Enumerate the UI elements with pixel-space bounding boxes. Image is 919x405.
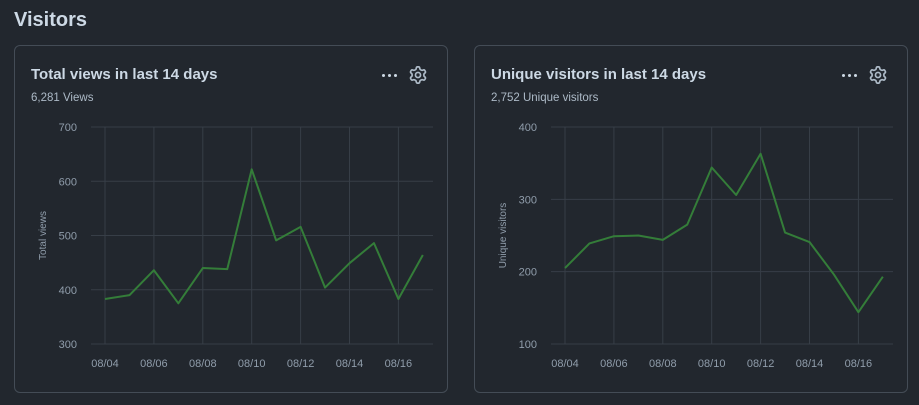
- y-tick-label: 200: [519, 267, 537, 279]
- y-tick-label: 300: [59, 339, 77, 351]
- x-tick-label: 08/12: [747, 358, 775, 370]
- more-horizontal-icon: [841, 73, 845, 77]
- y-axis-label: Unique visitors: [498, 203, 509, 269]
- y-tick-label: 300: [519, 194, 537, 206]
- x-tick-label: 08/04: [91, 358, 119, 370]
- gear-icon: [869, 66, 887, 84]
- y-tick-label: 100: [519, 339, 537, 351]
- x-tick-label: 08/10: [698, 358, 726, 370]
- more-horizontal-icon: [381, 73, 385, 77]
- unique-visitors-card: Unique visitors in last 14 days 2,752 Un…: [474, 45, 908, 393]
- more-options-button[interactable]: [378, 66, 400, 84]
- section-title: Visitors: [14, 9, 87, 31]
- settings-button[interactable]: [409, 66, 427, 84]
- series-line: [564, 152, 884, 314]
- x-tick-label: 08/14: [336, 358, 364, 370]
- x-tick-label: 08/08: [649, 358, 677, 370]
- x-tick-label: 08/12: [287, 358, 315, 370]
- x-tick-label: 08/04: [551, 358, 579, 370]
- x-tick-label: 08/06: [140, 358, 168, 370]
- y-tick-label: 700: [59, 122, 77, 134]
- x-tick-label: 08/06: [600, 358, 628, 370]
- y-tick-label: 400: [519, 122, 537, 134]
- card-subtitle: 2,752 Unique visitors: [491, 92, 599, 104]
- y-tick-label: 500: [59, 231, 77, 243]
- x-tick-label: 08/16: [385, 358, 413, 370]
- card-title: Unique visitors in last 14 days: [491, 66, 707, 83]
- y-axis-label: Total views: [38, 211, 49, 260]
- x-tick-label: 08/10: [238, 358, 266, 370]
- card-title: Total views in last 14 days: [31, 66, 218, 83]
- settings-button[interactable]: [869, 66, 887, 84]
- more-dot: [847, 73, 851, 77]
- x-tick-label: 08/14: [796, 358, 824, 370]
- more-dot: [853, 73, 857, 77]
- x-tick-label: 08/08: [189, 358, 217, 370]
- series-line: [104, 168, 424, 305]
- more-dot: [387, 73, 391, 77]
- card-subtitle: 6,281 Views: [31, 92, 94, 104]
- more-options-button[interactable]: [838, 66, 860, 84]
- total-views-card: Total views in last 14 days 6,281 Views …: [14, 45, 448, 393]
- y-tick-label: 400: [59, 285, 77, 297]
- y-tick-label: 600: [59, 176, 77, 188]
- gear-icon: [409, 66, 427, 84]
- more-dot: [393, 73, 397, 77]
- x-tick-label: 08/16: [845, 358, 873, 370]
